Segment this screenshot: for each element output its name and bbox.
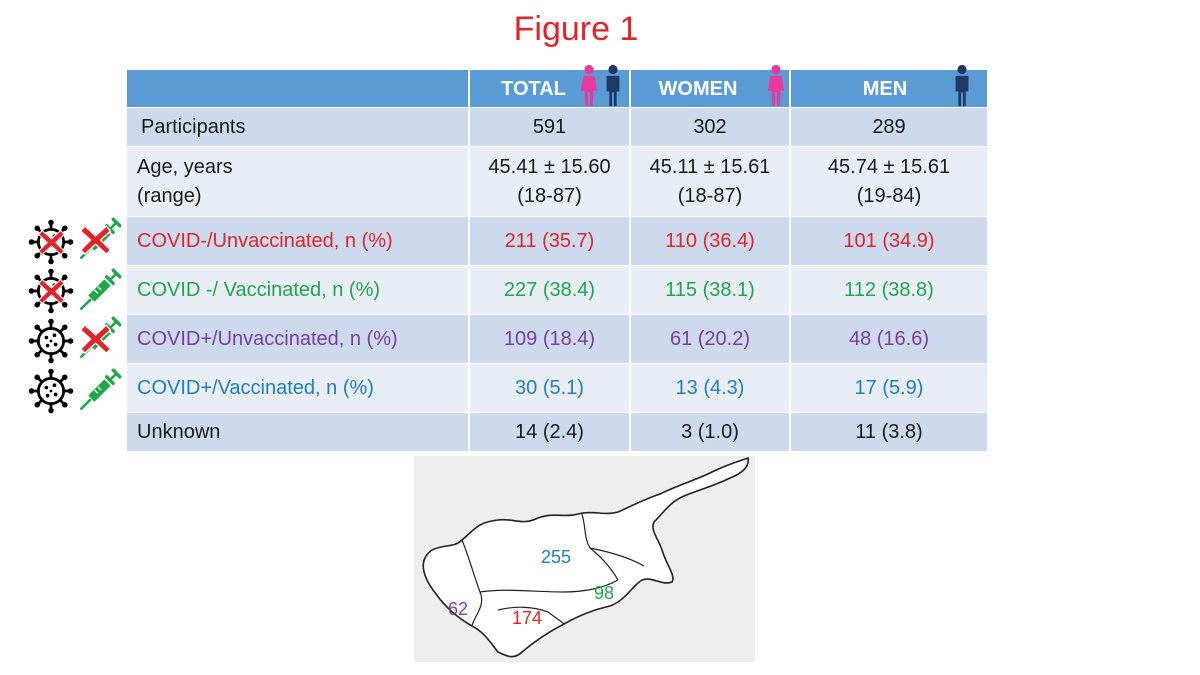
row-label: COVID -/ Vaccinated, n (%) (127, 265, 469, 315)
header-men: MEN (789, 70, 987, 108)
cell-men: 101 (34.9) (789, 216, 987, 266)
cell-total-line1: 45.41 ± 15.60 (488, 155, 611, 178)
man-icon (951, 62, 973, 110)
syringe-crossed-icon (78, 316, 122, 360)
map-label-paphos: 62 (448, 599, 469, 619)
virus-icon (28, 318, 74, 364)
row-covid-pos-vaccinated: COVID+/Vaccinated, n (%) 30 (5.1) 13 (4.… (127, 363, 987, 413)
cell-total: 109 (18.4) (468, 314, 630, 364)
cell-women: 61 (20.2) (629, 314, 790, 364)
cell-total: 30 (5.1) (468, 363, 630, 413)
virus-crossed-icon (28, 219, 74, 265)
cell-women: 115 (38.1) (629, 265, 790, 315)
row-label-line1: Age, years (137, 155, 233, 178)
syringe-crossed-icon (78, 217, 122, 261)
cyprus-outline (422, 456, 750, 658)
row-age: Age, years (range) 45.41 ± 15.60 (18-87)… (127, 146, 987, 217)
table-header-row: TOTAL WOMEN MEN (127, 70, 987, 108)
row-covid-pos-unvaccinated: COVID+/Unvaccinated, n (%) 109 (18.4) 61… (127, 314, 987, 364)
woman-icon (765, 62, 787, 110)
cell-men: 11 (3.8) (789, 412, 987, 452)
cyprus-map: 255 98 62 174 (414, 456, 755, 662)
cell-men: 48 (16.6) (789, 314, 987, 364)
row-label: Unknown (127, 412, 469, 452)
map-label-limassol: 174 (512, 608, 543, 628)
row-unknown: Unknown 14 (2.4) 3 (1.0) 11 (3.8) (127, 412, 987, 452)
cell-men: 289 (789, 107, 987, 147)
row-label: COVID+/Unvaccinated, n (%) (127, 314, 469, 364)
row-covid-neg-unvaccinated: COVID-/Unvaccinated, n (%) 211 (35.7) 11… (127, 216, 987, 266)
cell-men: 45.74 ± 15.61 (19-84) (789, 146, 987, 217)
cell-total: 591 (468, 107, 630, 147)
header-women: WOMEN (629, 70, 790, 108)
header-women-label: WOMEN (658, 78, 738, 100)
virus-crossed-icon (28, 268, 74, 314)
cell-total-line2: (18-87) (517, 184, 582, 207)
cell-women-line2: (18-87) (677, 184, 743, 207)
cell-total: 211 (35.7) (468, 216, 630, 266)
header-total-label: TOTAL (501, 78, 566, 100)
row-label: Participants (127, 107, 469, 147)
virus-icon (28, 368, 74, 414)
cell-men-line2: (19-84) (856, 184, 922, 207)
syringe-icon (78, 368, 122, 412)
row-covid-neg-vaccinated: COVID -/ Vaccinated, n (%) 227 (38.4) 11… (127, 265, 987, 315)
cell-total: 14 (2.4) (468, 412, 630, 452)
cell-women: 13 (4.3) (629, 363, 790, 413)
syringe-icon (78, 268, 122, 312)
cell-total: 45.41 ± 15.60 (18-87) (468, 146, 630, 217)
map-label-larnaca: 98 (594, 583, 615, 603)
cell-total: 227 (38.4) (468, 265, 630, 315)
header-total: TOTAL (468, 70, 630, 108)
figure-title: Figure 1 (513, 10, 639, 48)
row-label: Age, years (range) (127, 146, 469, 217)
cell-women-line1: 45.11 ± 15.61 (649, 155, 771, 178)
cell-women: 302 (629, 107, 790, 147)
row-label-line2: (range) (137, 184, 202, 207)
header-men-label: MEN (862, 78, 908, 100)
cell-women: 3 (1.0) (629, 412, 790, 452)
cell-men-line1: 45.74 ± 15.61 (827, 155, 951, 178)
woman-icon (578, 62, 600, 110)
row-label: COVID+/Vaccinated, n (%) (127, 363, 469, 413)
cell-men: 17 (5.9) (789, 363, 987, 413)
row-participants: Participants 591 302 289 (127, 107, 987, 147)
man-icon (602, 62, 624, 110)
cell-women: 110 (36.4) (629, 216, 790, 266)
cell-women: 45.11 ± 15.61 (18-87) (629, 146, 790, 217)
header-blank (127, 70, 469, 108)
cell-men: 112 (38.8) (789, 265, 987, 315)
results-table: TOTAL WOMEN MEN Participants 591 302 289… (127, 70, 987, 452)
map-label-nicosia: 255 (541, 547, 572, 567)
row-label: COVID-/Unvaccinated, n (%) (127, 216, 469, 266)
